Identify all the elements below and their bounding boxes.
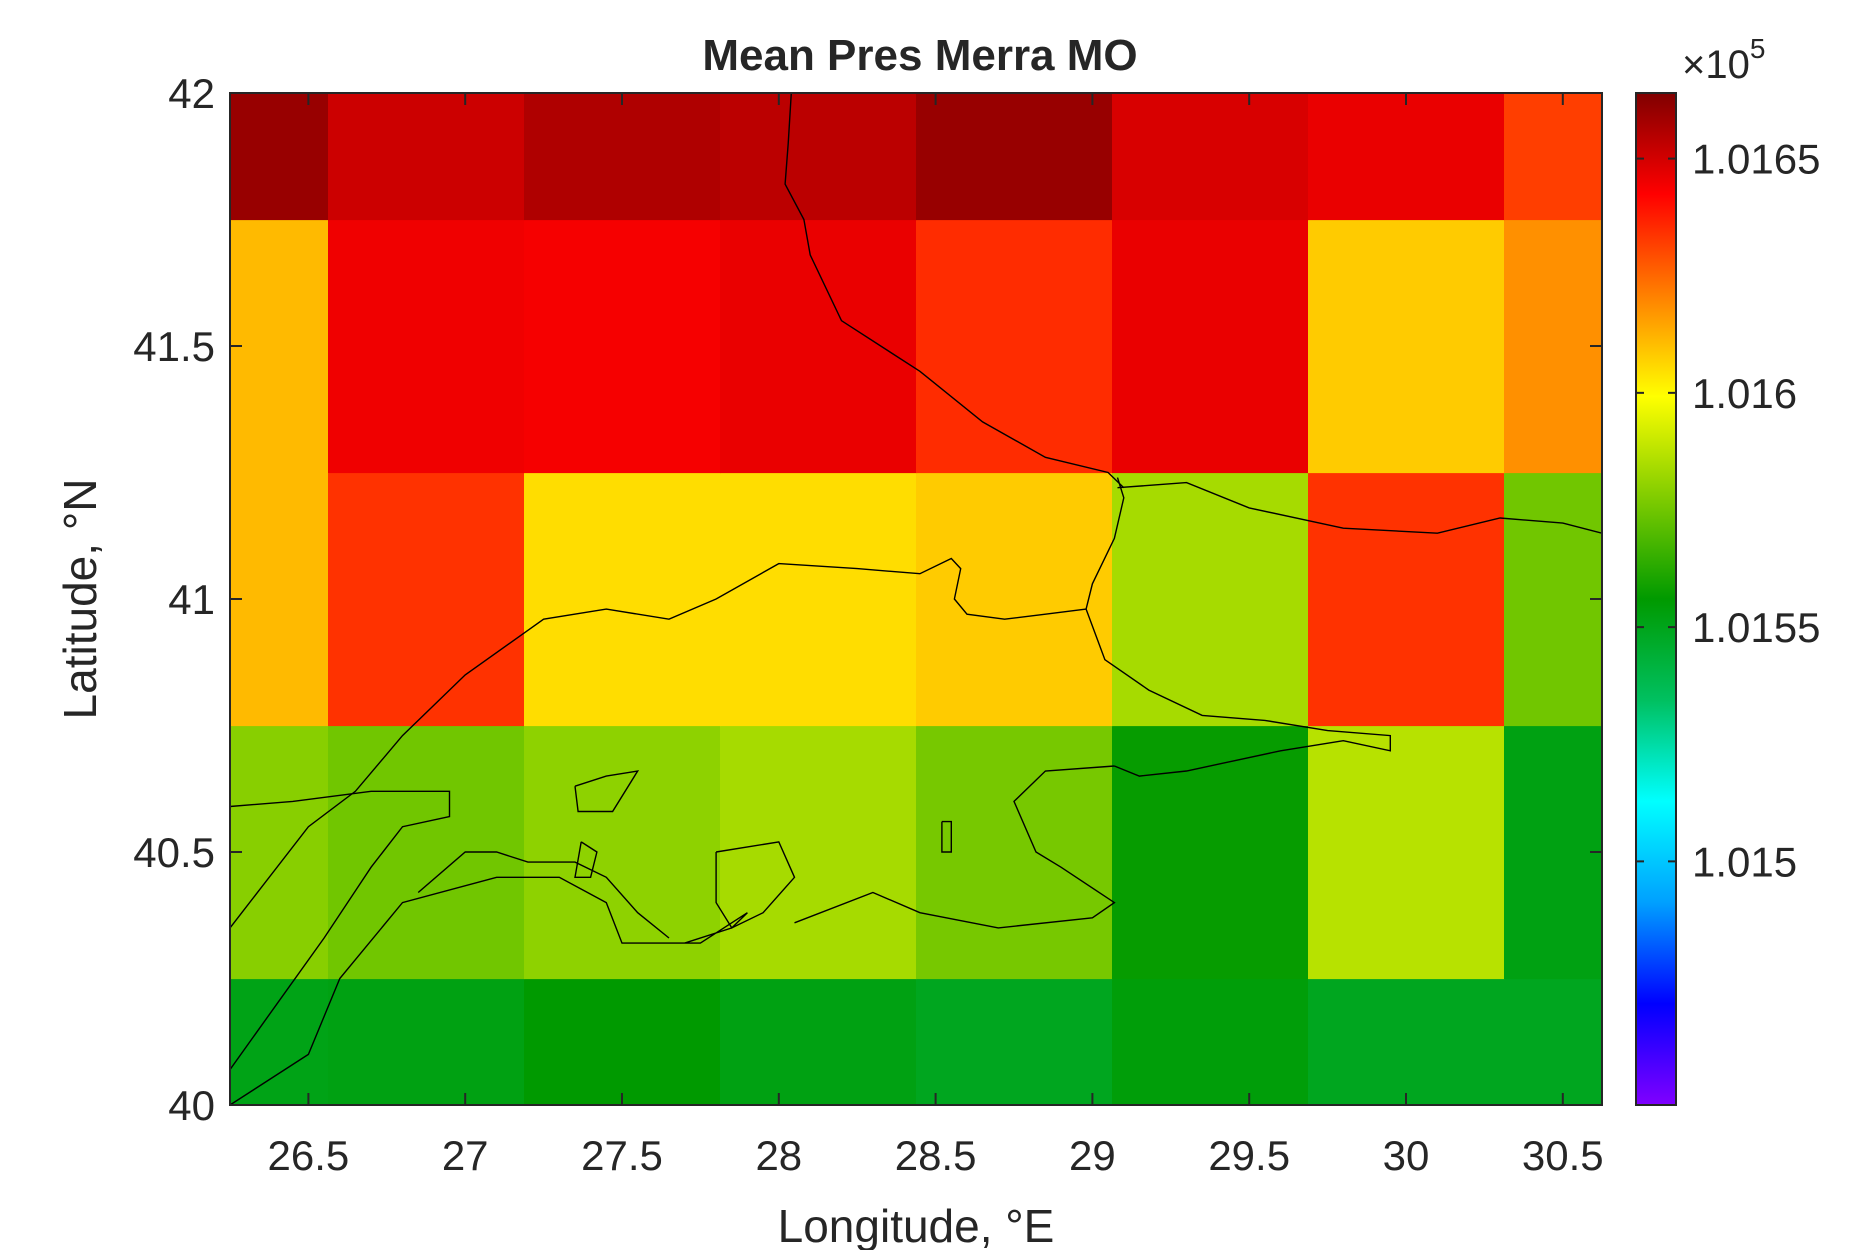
y-tick-label: 41.5 [133,323,215,370]
coastline-segment [230,876,748,1105]
coastline-segment [715,841,796,929]
heatmap-cell [1504,725,1603,980]
heatmap-cell [524,219,721,474]
heatmap-cell [328,219,525,474]
y-tick-label: 41 [168,576,215,623]
x-tick-label: 28.5 [895,1132,977,1179]
heatmap-cell [1308,978,1505,1106]
x-tick-label: 29 [1069,1132,1116,1179]
x-tick-label: 30.5 [1522,1132,1604,1179]
colorbar-tick-label: 1.016 [1692,370,1797,417]
x-tick-label: 27 [442,1132,489,1179]
heatmap-cell [1504,978,1603,1106]
chart-title: Mean Pres Merra MO [702,31,1137,80]
heatmap-cell [720,472,917,727]
x-tick-label: 27.5 [581,1132,663,1179]
heatmap-cell [1112,219,1309,474]
colorbar-multiplier-base: ×10 [1682,43,1750,87]
coastline [230,93,1602,1105]
heatmap-cell [1504,93,1603,221]
colorbar [1635,92,1677,1106]
heatmap-cell [1112,725,1309,980]
heatmap-cell [1308,472,1505,727]
coastline-segment [230,790,451,1071]
heatmap-cell [328,472,525,727]
x-tick-label: 28 [755,1132,802,1179]
heatmap-cell [720,93,917,221]
coastline-segment [574,770,640,813]
coastline-segment [230,557,1087,929]
heatmap-cell [524,978,721,1106]
y-axis-label: Latitude, °N [54,479,106,720]
heatmap-cell [1308,219,1505,474]
heatmap-cell [1308,725,1505,980]
x-tick-label: 26.5 [268,1132,350,1179]
x-axis: 26.5 27 27.5 28 28.5 29 29.5 30 30.5 [268,93,1604,1179]
heatmap-cell [1504,219,1603,474]
heatmap-cell [1504,472,1603,727]
heatmap-cell [1112,472,1309,727]
heatmap-cell [916,472,1113,727]
heatmap-cell [916,219,1113,474]
coastline-segment [794,765,1116,929]
colorbar-multiplier-exponent: 5 [1750,33,1766,64]
heatmap-cell [916,978,1113,1106]
y-axis: 40 40.5 41 41.5 42 [133,70,1602,1129]
coastline-segment [1085,477,1391,777]
colorbar-tick-label: 1.0155 [1692,604,1820,651]
heatmap-cell [230,472,329,727]
heatmap-cell [328,978,525,1106]
heatmap-cell [1308,93,1505,221]
heatmap-cell [230,725,329,980]
heatmap-cell [524,472,721,727]
coastline-segment [574,841,598,878]
heatmap-cell [720,978,917,1106]
coastline-segment [1117,481,1602,534]
heatmap-cell [1112,978,1309,1106]
x-tick-label: 29.5 [1208,1132,1290,1179]
heatmap-cell [230,93,329,221]
colorbar-ticks: 1.015 1.0155 1.016 1.0165 [1636,136,1820,885]
heatmap-cell [916,93,1113,221]
y-tick-label: 40.5 [133,829,215,876]
colorbar-tick-label: 1.015 [1692,838,1797,885]
y-tick-label: 42 [168,70,215,117]
x-tick-label: 30 [1383,1132,1430,1179]
heatmap-cell [230,219,329,474]
heatmap-cell [524,93,721,221]
x-axis-label: Longitude, °E [778,1200,1055,1250]
coastline-segment [417,851,670,939]
coastline-segment [784,93,1125,489]
heatmap-cell [720,725,917,980]
heatmap-cells [230,93,1603,1106]
y-tick-label: 40 [168,1082,215,1129]
heatmap-cell [524,725,721,980]
colorbar-multiplier: ×105 [1682,33,1765,87]
heatmap-cell [328,93,525,221]
heatmap-cell [1112,93,1309,221]
coastline-segment [941,820,952,853]
colorbar-tick-label: 1.0165 [1692,136,1820,183]
heatmap-cell [720,219,917,474]
